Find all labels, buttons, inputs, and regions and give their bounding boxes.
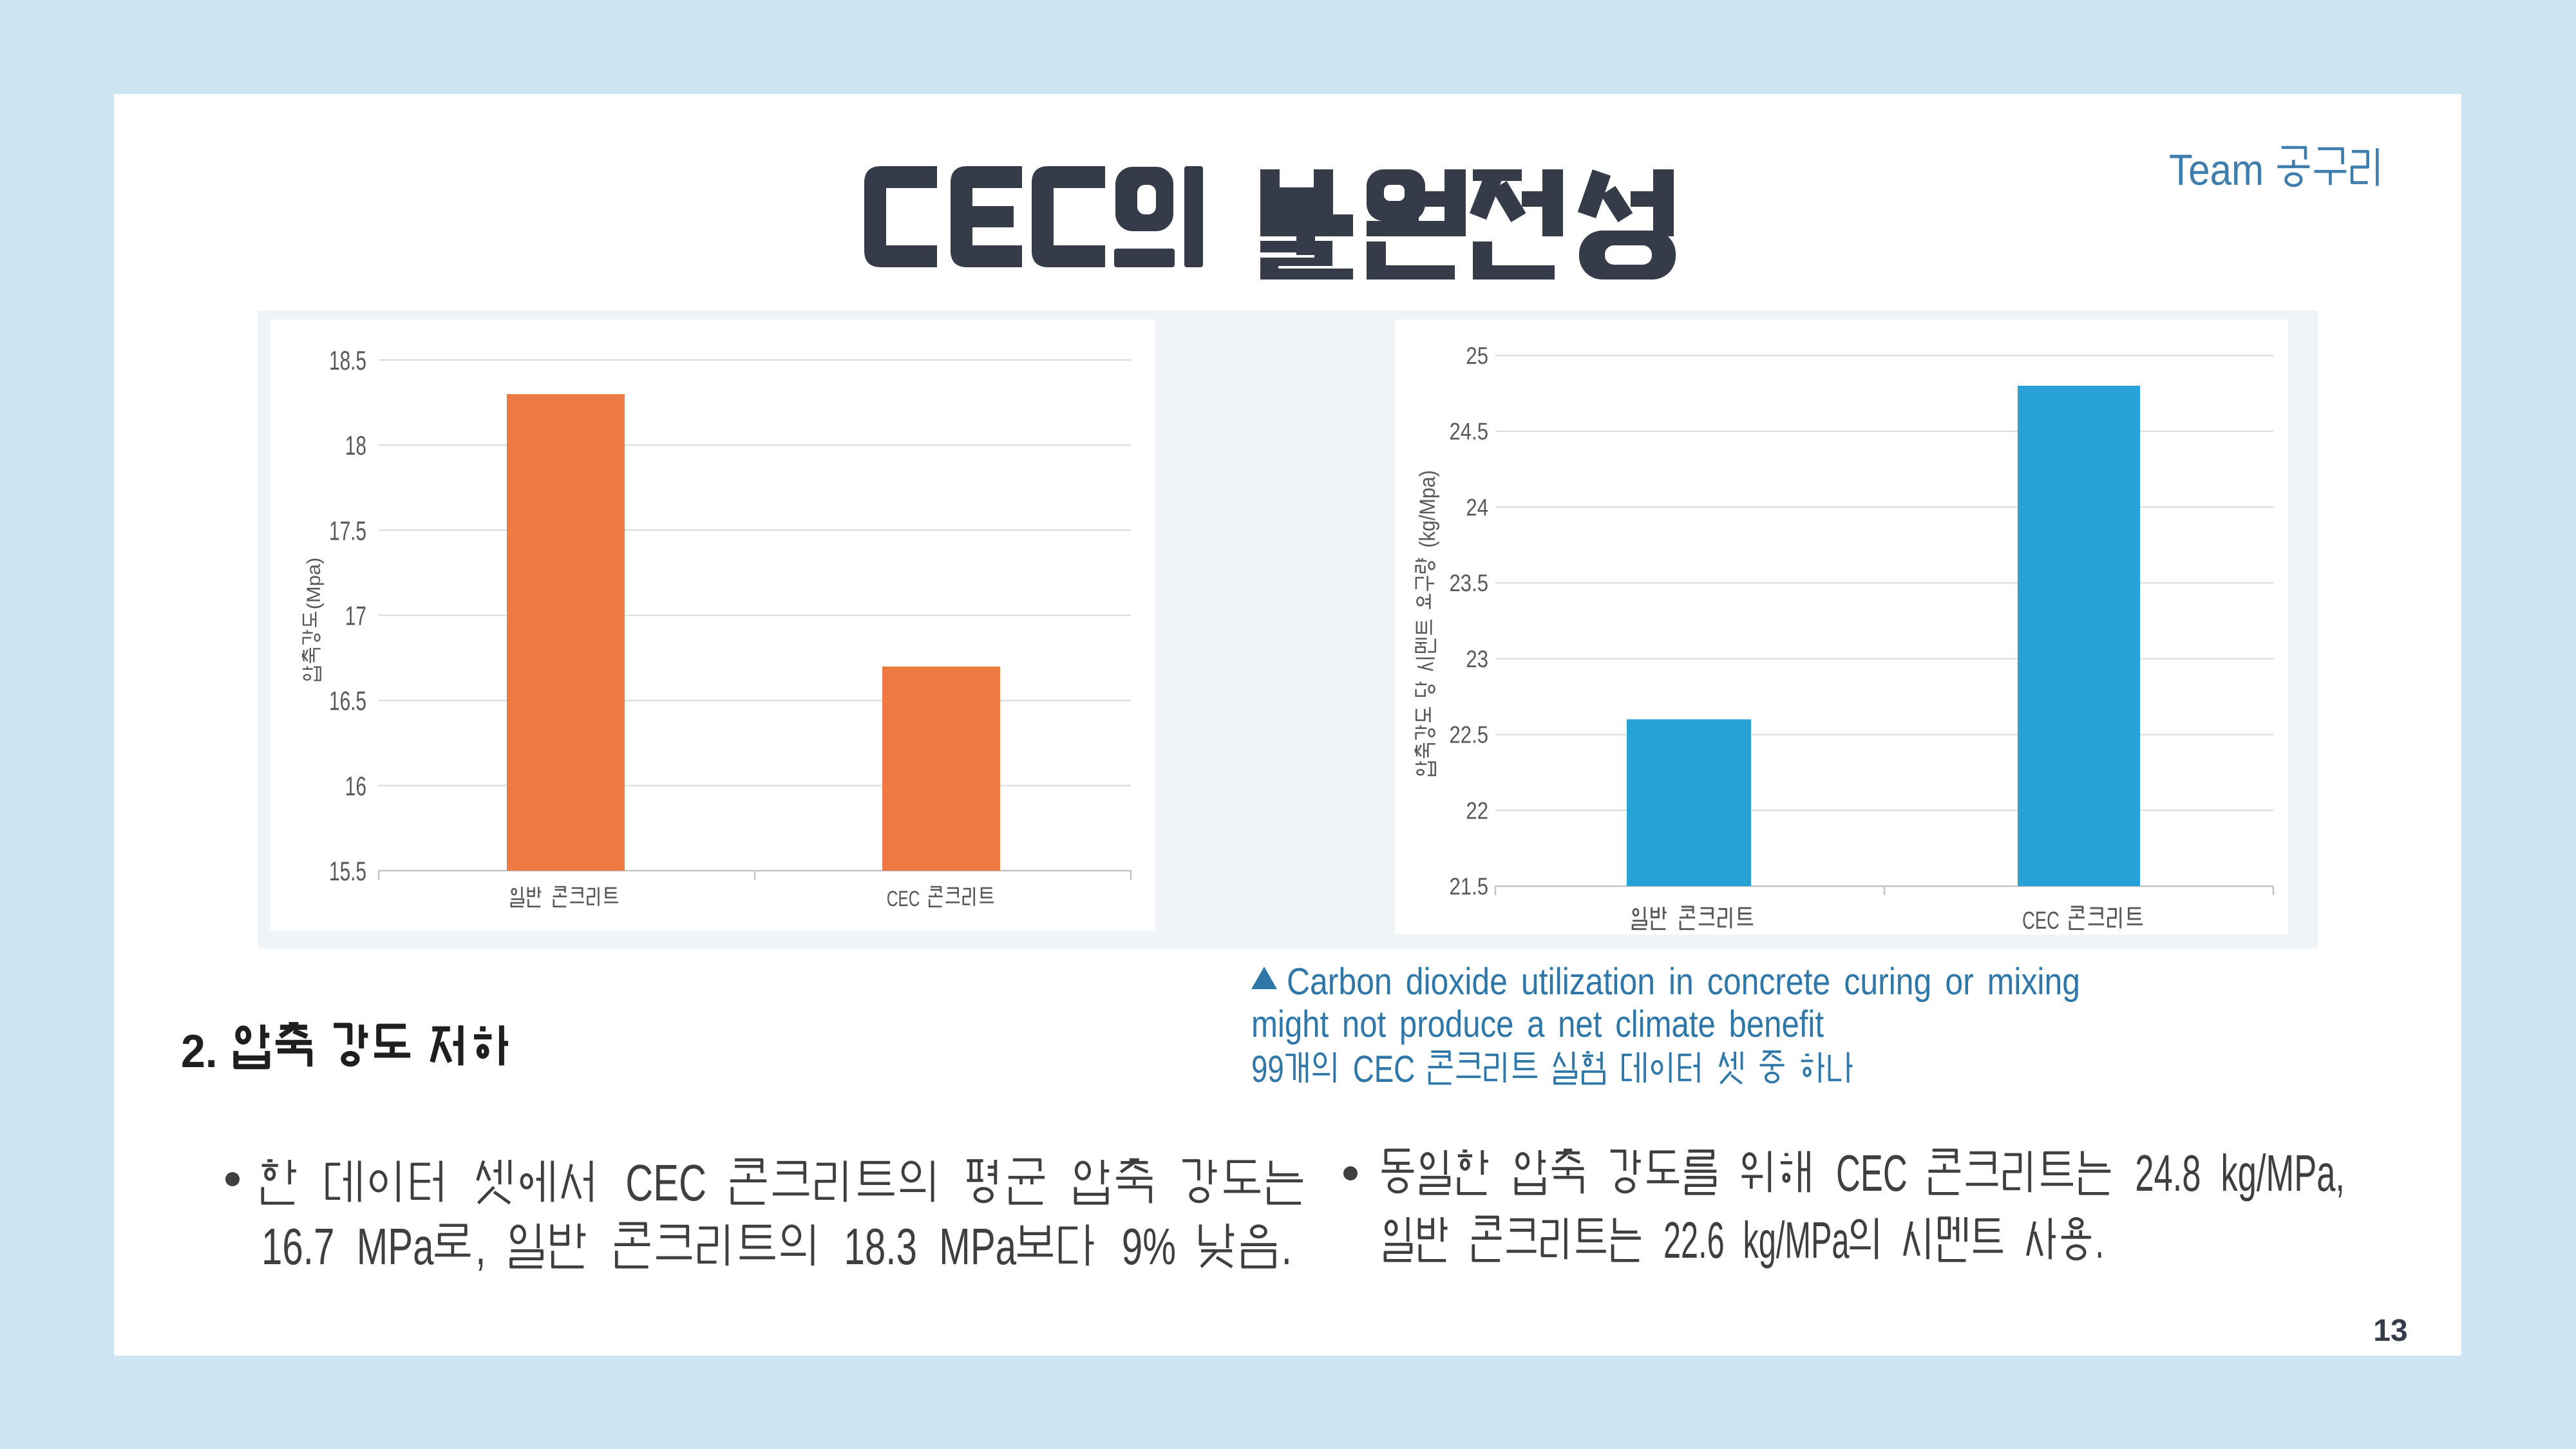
svg-text:mixing: mixing [1987, 961, 2080, 1003]
svg-text:24: 24 [1466, 494, 1488, 520]
svg-text:22: 22 [1466, 797, 1488, 824]
svg-text:15.5: 15.5 [329, 856, 366, 886]
svg-text:CEC: CEC [625, 1154, 706, 1211]
svg-text:13: 13 [2373, 1314, 2407, 1348]
svg-text:curing: curing [1844, 961, 1931, 1003]
svg-text:in: in [1669, 961, 1694, 1003]
svg-text:not: not [1342, 1003, 1386, 1045]
svg-text:benefit: benefit [1729, 1003, 1824, 1045]
svg-text:utilization: utilization [1521, 961, 1655, 1003]
svg-text:.: . [1282, 1218, 1292, 1275]
svg-text:(kg/Mpa): (kg/Mpa) [1416, 470, 1440, 548]
svg-text:23.5: 23.5 [1450, 570, 1489, 596]
svg-text:18.5: 18.5 [329, 345, 366, 375]
svg-text:17: 17 [345, 601, 366, 631]
svg-text:99: 99 [1251, 1048, 1284, 1090]
svg-text:22.5: 22.5 [1450, 722, 1489, 748]
svg-text:a: a [1527, 1003, 1545, 1045]
svg-text:17.5: 17.5 [329, 515, 366, 545]
svg-text:CEC: CEC [887, 887, 920, 911]
svg-text:produce: produce [1399, 1003, 1514, 1045]
svg-text:21.5: 21.5 [1450, 873, 1489, 900]
svg-text:or: or [1945, 961, 1973, 1003]
svg-text:net: net [1558, 1003, 1602, 1045]
svg-text:MPa: MPa [939, 1218, 1016, 1275]
svg-text:24.8: 24.8 [2135, 1144, 2201, 1202]
svg-text:16.7: 16.7 [261, 1218, 334, 1275]
svg-text:22.6: 22.6 [1663, 1211, 1725, 1269]
svg-text:climate: climate [1615, 1003, 1716, 1045]
svg-text:kg/MPa: kg/MPa [1743, 1211, 1850, 1269]
svg-text:16: 16 [345, 771, 366, 801]
svg-text:CEC: CEC [1836, 1144, 1908, 1202]
svg-text:(Mpa): (Mpa) [303, 558, 325, 610]
svg-text:18.3: 18.3 [844, 1218, 917, 1275]
svg-text:CEC: CEC [2022, 907, 2060, 934]
svg-text:.: . [2096, 1211, 2105, 1269]
svg-text:24.5: 24.5 [1450, 419, 1489, 445]
svg-text:2.: 2. [181, 1026, 218, 1077]
svg-text:kg/MPa,: kg/MPa, [2221, 1144, 2345, 1202]
svg-text:25: 25 [1466, 343, 1488, 369]
svg-text:CEC: CEC [1353, 1048, 1416, 1090]
svg-text:18: 18 [345, 430, 366, 460]
svg-text:might: might [1251, 1003, 1329, 1045]
svg-text:MPa: MPa [357, 1218, 434, 1275]
svg-text:9%: 9% [1122, 1218, 1176, 1275]
svg-text:16.5: 16.5 [329, 686, 366, 716]
svg-text:Carbon: Carbon [1287, 961, 1392, 1003]
svg-text:,: , [475, 1218, 486, 1275]
svg-text:concrete: concrete [1707, 961, 1830, 1003]
svg-text:23: 23 [1466, 646, 1488, 672]
svg-text:dioxide: dioxide [1406, 961, 1508, 1003]
svg-text:Team: Team [2169, 146, 2264, 194]
